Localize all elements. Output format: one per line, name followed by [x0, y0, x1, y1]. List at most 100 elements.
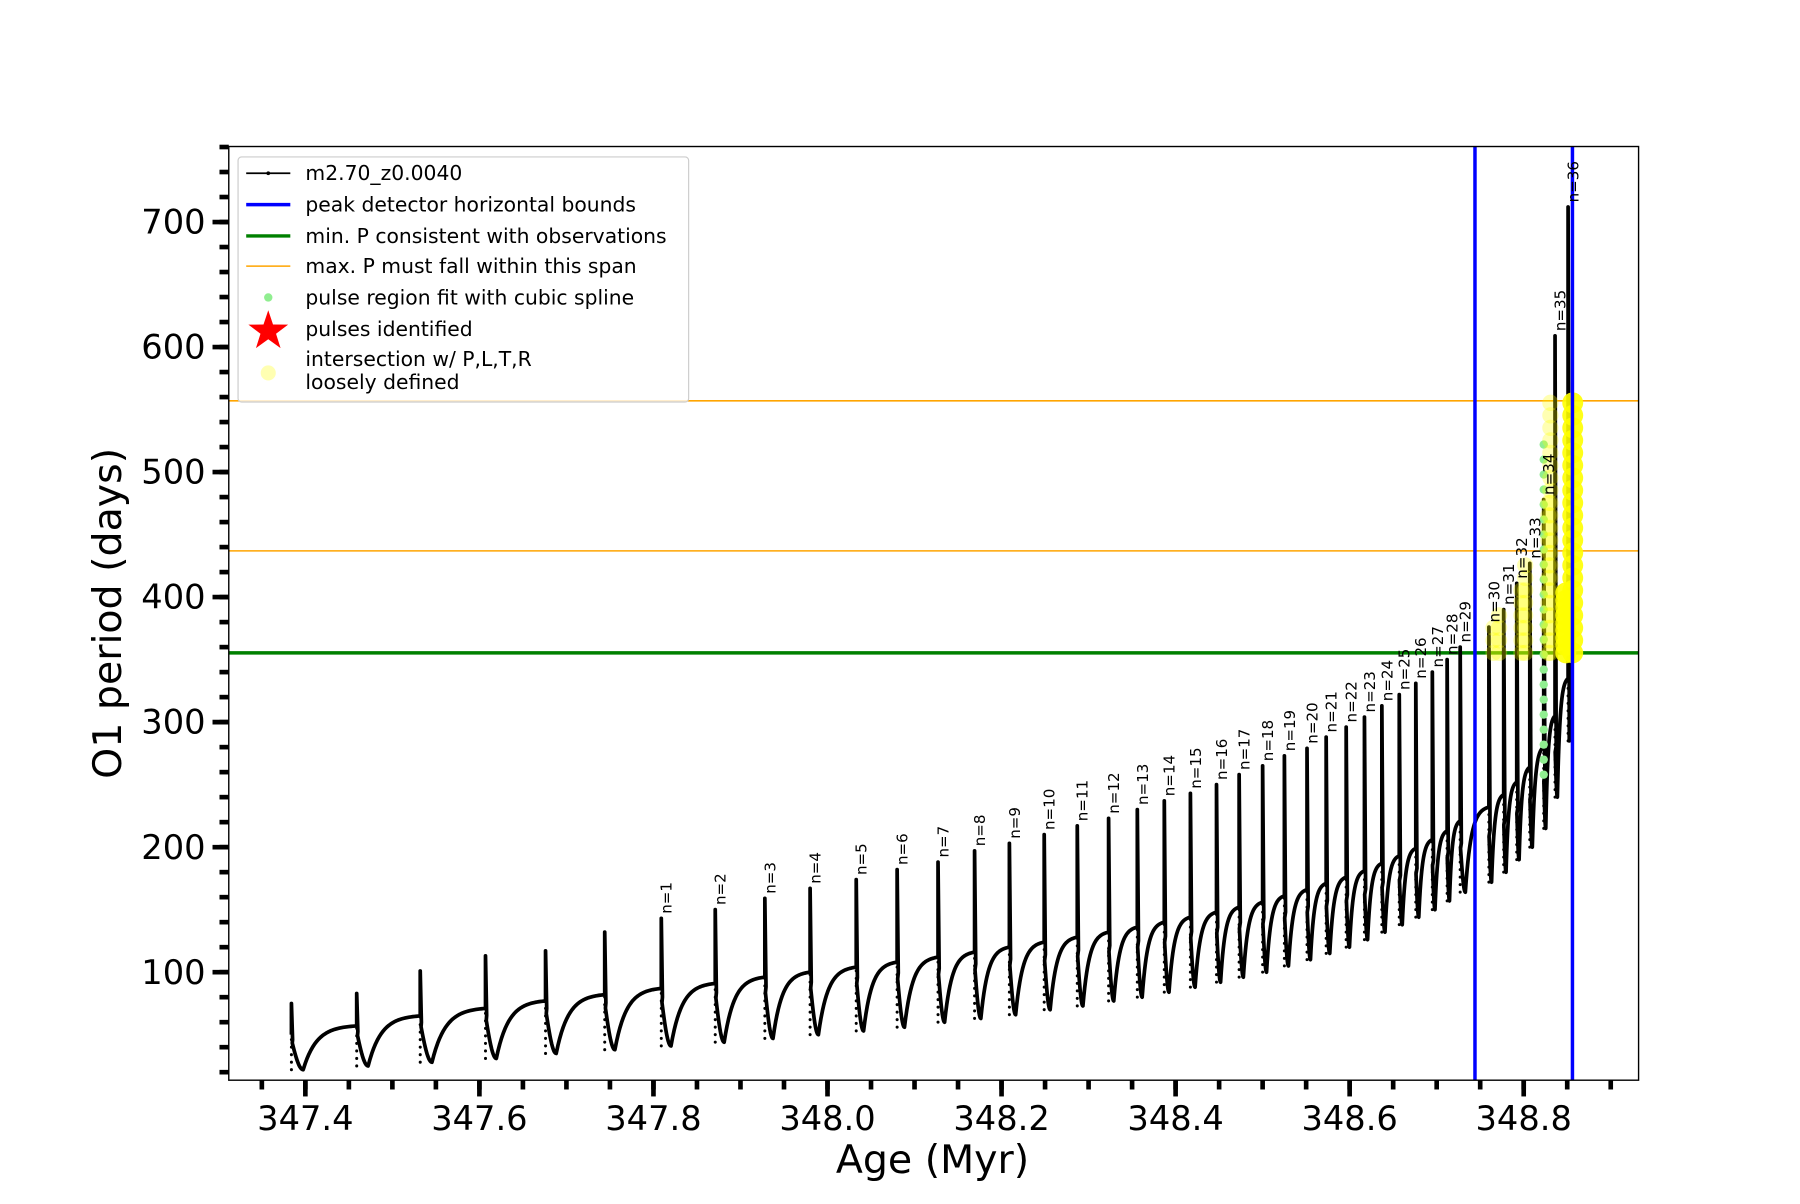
series-marker — [659, 991, 663, 995]
series-marker — [1458, 710, 1462, 714]
series-marker — [936, 930, 940, 934]
series-marker — [1502, 683, 1506, 687]
series-marker — [1515, 700, 1519, 704]
series-marker — [1487, 798, 1491, 802]
series-marker — [1324, 786, 1328, 790]
series-marker — [1237, 885, 1241, 889]
series-marker — [1344, 743, 1348, 747]
series-marker — [1528, 718, 1532, 722]
series-marker — [1324, 801, 1328, 805]
series-marker — [1397, 818, 1401, 822]
series-marker — [1362, 870, 1366, 874]
series-marker — [1107, 969, 1111, 973]
series-marker — [1042, 925, 1046, 929]
series-marker — [659, 961, 663, 965]
series-marker — [1414, 840, 1418, 844]
series-marker — [1237, 818, 1241, 822]
series-marker — [1515, 760, 1519, 764]
intersection-point — [1540, 594, 1557, 611]
series-marker — [1542, 511, 1546, 515]
series-marker — [1430, 878, 1434, 882]
series-marker — [1380, 893, 1384, 897]
series-marker — [1188, 858, 1192, 862]
series-marker — [1528, 620, 1532, 624]
series-marker — [1135, 860, 1139, 864]
series-marker — [1553, 465, 1557, 469]
series-marker — [1397, 795, 1401, 799]
series-marker — [1414, 915, 1418, 919]
series-marker — [1528, 785, 1532, 789]
series-marker — [1324, 906, 1328, 910]
series-marker — [1566, 296, 1570, 300]
series-marker — [1237, 855, 1241, 859]
series-marker — [1380, 773, 1384, 777]
series-marker — [483, 1011, 488, 1015]
intersection-point — [1542, 494, 1559, 511]
series-marker — [1188, 865, 1192, 869]
series-marker — [1261, 843, 1265, 847]
series-marker — [763, 1036, 767, 1040]
series-marker — [854, 909, 858, 913]
series-marker — [1487, 873, 1491, 877]
series-marker — [1380, 840, 1384, 844]
series-marker — [1502, 743, 1506, 747]
spline-fit-point — [1539, 545, 1548, 554]
series-marker — [1487, 753, 1491, 757]
series-marker — [1042, 940, 1046, 944]
series-marker — [1162, 990, 1166, 994]
series-marker — [1344, 728, 1348, 732]
series-marker — [1414, 803, 1418, 807]
series-marker — [1188, 835, 1192, 839]
series-marker — [1542, 556, 1546, 560]
series-marker — [1162, 840, 1166, 844]
series-marker — [1305, 793, 1309, 797]
pulse-label: n=21 — [1323, 691, 1341, 732]
series-marker — [1188, 933, 1192, 937]
series-marker — [1445, 659, 1449, 663]
series-marker — [1214, 815, 1219, 819]
series-marker — [544, 999, 548, 1003]
series-marker — [1542, 661, 1546, 665]
pulse-label: n=31 — [1500, 564, 1518, 605]
series-marker — [1553, 683, 1557, 687]
series-marker — [1414, 690, 1418, 694]
series-marker — [1502, 728, 1506, 732]
series-marker — [1414, 758, 1418, 762]
series-marker — [1362, 915, 1366, 919]
series-marker — [1042, 918, 1046, 922]
series-marker — [1344, 938, 1348, 942]
series-marker — [1397, 773, 1401, 777]
series-marker — [854, 954, 858, 958]
series-marker — [1042, 933, 1046, 937]
series-marker — [1528, 755, 1532, 759]
series-marker — [936, 885, 940, 889]
series-marker — [1502, 795, 1506, 799]
series-marker — [418, 1053, 422, 1057]
series-marker — [973, 926, 977, 930]
series-marker — [936, 863, 940, 867]
legend-label: pulse region fit with cubic spline — [305, 285, 634, 309]
series-marker — [418, 1030, 422, 1034]
series-marker — [1188, 880, 1192, 884]
spline-fit-point — [1539, 575, 1548, 584]
series-marker — [1042, 888, 1046, 892]
series-marker — [1553, 405, 1557, 409]
series-marker — [1282, 806, 1286, 810]
series-marker — [1553, 765, 1557, 769]
series-marker — [973, 881, 977, 885]
series-marker — [1135, 838, 1139, 842]
series-marker — [355, 1056, 359, 1060]
series-marker — [1042, 843, 1046, 847]
series-marker — [936, 945, 940, 949]
intersection-point — [1485, 632, 1502, 649]
series-marker — [1487, 700, 1491, 704]
series-marker — [1566, 386, 1570, 390]
series-marker — [1542, 616, 1546, 620]
series-marker — [1430, 698, 1434, 702]
intersection-point — [1542, 594, 1559, 611]
series-marker — [1007, 960, 1011, 964]
series-marker — [1414, 848, 1418, 852]
series-marker — [1528, 650, 1532, 654]
series-marker — [1380, 743, 1384, 747]
series-marker — [1344, 825, 1348, 829]
